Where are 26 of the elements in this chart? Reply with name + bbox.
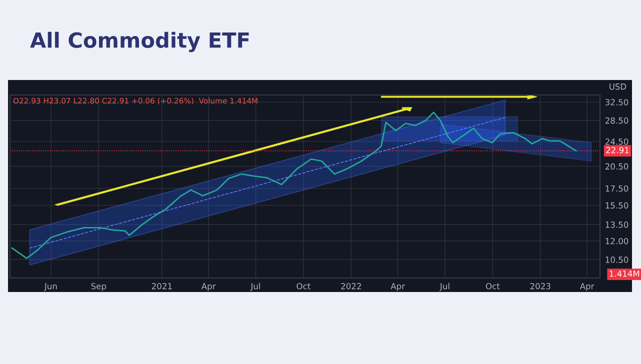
ref-line-label: 22.91 [606,146,629,154]
x-tick-label: Oct [486,283,500,290]
x-tick-label: Jun [44,283,57,291]
x-tick-label: Apr [201,283,216,291]
y-tick-label: 28.50 [605,117,628,124]
y-tick-label: 12.00 [606,238,628,244]
y-axis-title: USD [610,83,626,90]
x-tick-label: Sep [91,283,106,291]
y-tick-label: 10.50 [606,256,628,263]
line-series [11,112,577,259]
x-tick-label: 2022 [341,283,361,290]
y-tick-label: 17.50 [606,185,628,192]
chart-title: All Commodity ETF [30,32,249,52]
x-tick-label: Apr [390,283,406,291]
y-tick-label: 32.50 [605,99,628,106]
x-tick-label: 2021 [152,283,172,290]
y-tick-label: 13.50 [606,222,628,228]
y-tick-label: 24.50 [605,138,628,145]
y-tick-label: 15.50 [606,202,628,209]
y-tick-label: 20.50 [605,163,628,170]
x-tick-label: 2023 [530,283,550,290]
x-tick-label: Jul [440,282,450,291]
x-tick-label: Oct [296,283,310,290]
x-tick-label: Jul [250,282,260,291]
x-tick-label: Apr [580,283,594,291]
text: 1.414M [610,270,640,277]
